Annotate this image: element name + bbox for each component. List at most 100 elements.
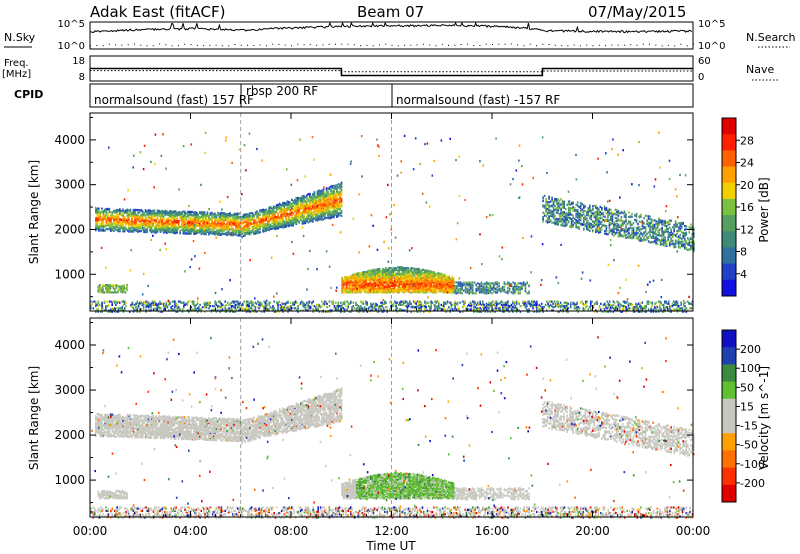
scatter-cell xyxy=(295,209,298,212)
scatter-cell xyxy=(325,201,328,204)
scatter-cell xyxy=(187,210,189,213)
scatter-cell xyxy=(107,224,109,227)
scatter-cell xyxy=(348,286,351,289)
scatter-cell xyxy=(437,284,440,287)
scatter-cell xyxy=(340,203,343,206)
scatter-cell xyxy=(303,214,305,218)
scatter-cell xyxy=(149,218,151,221)
scatter-cell xyxy=(587,223,590,226)
scatter-cell xyxy=(543,194,546,197)
scatter-cell xyxy=(365,271,367,274)
scatter-cell xyxy=(378,284,381,287)
scatter-cell xyxy=(613,230,615,233)
nsearch-tick-top: 10^5 xyxy=(698,19,725,30)
scatter-cell xyxy=(608,223,611,226)
scatter-cell xyxy=(220,228,222,231)
scatter-cell xyxy=(496,285,499,289)
scatter-cell xyxy=(555,199,558,203)
scatter-cell xyxy=(297,207,299,210)
scatter-cell xyxy=(452,284,455,287)
scatter-cell xyxy=(587,220,590,223)
scatter-cell xyxy=(448,275,450,278)
scatter-cell xyxy=(563,211,565,214)
scatter-cell xyxy=(328,213,331,217)
scatter-cell xyxy=(407,285,410,288)
scatter-cell xyxy=(409,283,411,286)
scatter-cell xyxy=(406,280,408,283)
cpid-label: CPID xyxy=(14,88,43,101)
scatter-cell xyxy=(181,222,183,225)
scatter-cell xyxy=(576,204,579,207)
nsky-trace xyxy=(89,21,694,47)
scatter-cell xyxy=(265,217,267,220)
scatter-cell xyxy=(587,208,590,211)
scatter-cell xyxy=(292,200,295,203)
scatter-cell xyxy=(277,225,279,228)
scatter-cell xyxy=(368,284,370,287)
scatter-cell xyxy=(185,221,188,225)
scatter-cell xyxy=(156,209,159,212)
scatter-cell xyxy=(105,214,108,217)
scatter-cell xyxy=(398,266,401,269)
scatter-cell xyxy=(437,279,440,282)
scatter-cell xyxy=(374,289,376,292)
scatter-cell xyxy=(496,283,499,286)
scatter-cell xyxy=(301,203,304,207)
scatter-cell xyxy=(333,210,335,213)
scatter-cell xyxy=(188,210,191,213)
scatter-cell xyxy=(315,206,317,210)
scatter-cell xyxy=(415,273,417,276)
scatter-cell xyxy=(461,292,463,295)
scatter-cell xyxy=(555,211,558,214)
scatter-cell xyxy=(560,224,562,227)
nsky-series-line xyxy=(89,21,693,34)
scatter-cell xyxy=(312,211,314,214)
scatter-cell xyxy=(557,204,559,207)
scatter-cell xyxy=(560,215,562,218)
scatter-cell xyxy=(181,216,183,220)
scatter-cell xyxy=(330,213,332,216)
scatter-cell xyxy=(309,199,311,202)
scatter-cell xyxy=(386,290,389,293)
scatter-cell xyxy=(108,227,111,230)
scatter-cell xyxy=(269,206,272,209)
scatter-cell xyxy=(165,218,168,221)
scatter-cell xyxy=(214,218,216,222)
scatter-cell xyxy=(144,221,147,224)
scatter-cell xyxy=(345,276,348,279)
scatter-cell xyxy=(354,275,357,278)
scatter-cell xyxy=(416,276,419,279)
scatter-cell xyxy=(253,226,255,229)
scatter-cell xyxy=(248,212,251,215)
scatter-cell xyxy=(324,201,326,204)
scatter-cell xyxy=(263,210,266,213)
scatter-cell xyxy=(413,267,416,271)
scatter-cell xyxy=(313,193,316,196)
scatter-cell xyxy=(286,212,289,215)
scatter-cell xyxy=(306,209,308,212)
scatter-cell xyxy=(584,215,587,218)
scatter-cell xyxy=(236,212,239,215)
scatter-cell xyxy=(262,211,264,214)
scatter-cell xyxy=(196,211,198,214)
scatter-cell xyxy=(104,217,106,220)
scatter-cell xyxy=(389,278,392,281)
scatter-cell xyxy=(400,286,402,289)
scatter-cell xyxy=(96,219,99,222)
scatter-cell xyxy=(233,216,236,219)
scatter-cell xyxy=(622,212,624,215)
nave-tick-bottom: 0 xyxy=(698,72,704,83)
scatter-cell xyxy=(386,284,389,287)
scatter-cell xyxy=(318,215,320,218)
scatter-cell xyxy=(153,211,156,215)
scatter-cell xyxy=(199,216,201,219)
scatter-cell xyxy=(611,219,614,222)
scatter-cell xyxy=(482,285,485,289)
cpid-segment-1: normalsound (fast) 157 RF xyxy=(94,93,254,107)
scatter-cell xyxy=(406,288,408,292)
scatter-cell xyxy=(333,192,335,195)
scatter-cell xyxy=(436,281,438,284)
scatter-cell xyxy=(102,228,105,231)
scatter-cell xyxy=(275,227,278,230)
scatter-cell xyxy=(122,212,124,215)
